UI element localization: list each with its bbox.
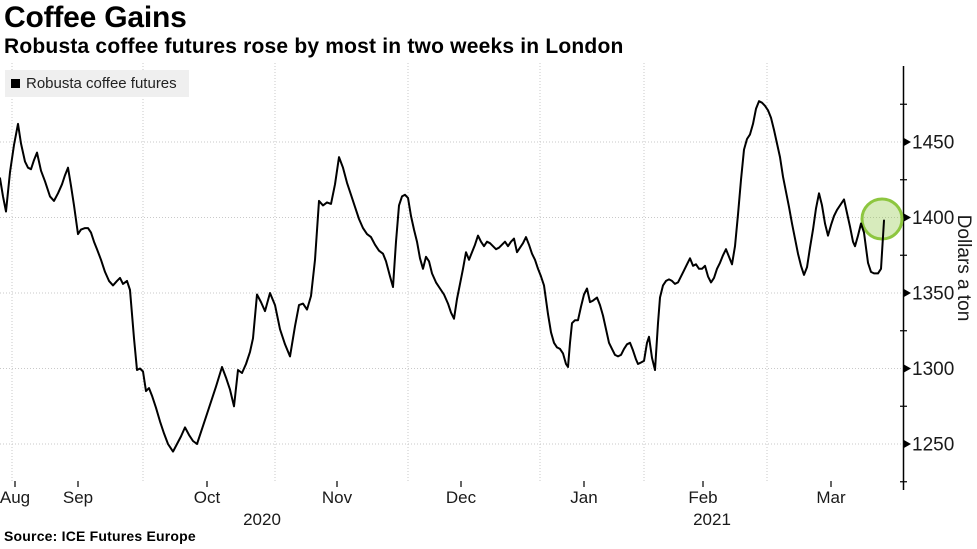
latest-point-highlight — [860, 197, 904, 241]
y-tick-arrow-icon — [903, 439, 911, 449]
x-year-label: 2021 — [693, 510, 731, 529]
y-tick-arrow-icon — [903, 213, 911, 222]
y-axis-title: Dollars a ton — [953, 215, 974, 322]
x-month-label: Dec — [446, 488, 477, 507]
y-tick-arrow-icon — [903, 364, 911, 373]
x-month-label: Aug — [0, 488, 30, 507]
x-month-label: Oct — [194, 488, 221, 507]
y-tick-label: 1350 — [912, 284, 954, 305]
black-square-icon — [11, 79, 20, 88]
x-month-label: Mar — [816, 488, 846, 507]
x-month-label: Jan — [570, 488, 597, 507]
page-subtitle: Robusta coffee futures rose by most in t… — [4, 35, 624, 58]
price-line-series — [0, 100, 885, 453]
y-tick-label: 1450 — [912, 133, 954, 154]
legend-label: Robusta coffee futures — [26, 75, 177, 92]
x-month-label: Feb — [688, 488, 717, 507]
y-tick-arrow-icon — [903, 137, 911, 147]
x-month-label: Nov — [322, 488, 353, 507]
y-tick-label: 1300 — [912, 359, 954, 380]
y-tick-label: 1250 — [912, 435, 954, 456]
y-tick-label: 1400 — [912, 208, 954, 229]
x-year-label: 2020 — [243, 510, 281, 529]
y-tick-arrow-icon — [903, 288, 911, 298]
page-title: Coffee Gains — [4, 1, 187, 34]
x-month-label: Sep — [63, 488, 93, 507]
legend: Robusta coffee futures — [5, 70, 189, 97]
source-note: Source: ICE Futures Europe — [4, 528, 196, 544]
